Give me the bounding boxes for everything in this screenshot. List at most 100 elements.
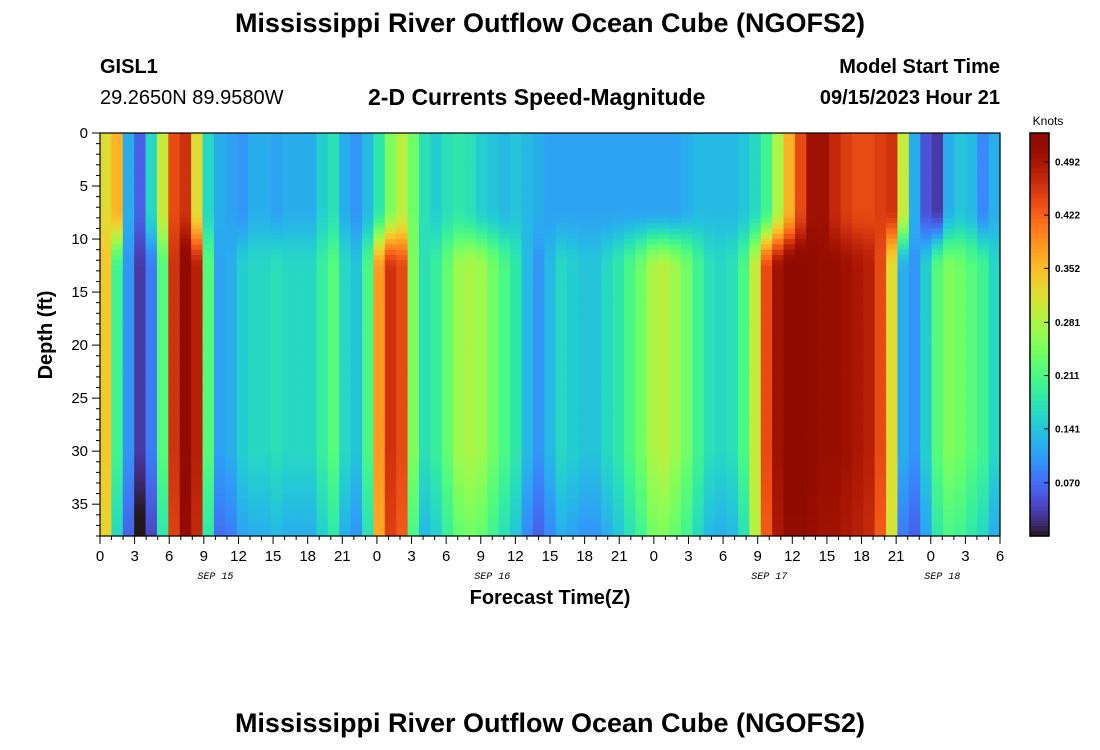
heatmap-cell — [669, 297, 682, 304]
heatmap-cell — [646, 254, 659, 261]
heatmap-cell — [316, 334, 329, 341]
heatmap-cell — [487, 133, 500, 139]
heatmap-cell — [794, 350, 807, 357]
heatmap-cell — [510, 265, 523, 272]
heatmap-cell — [658, 212, 671, 219]
heatmap-cell — [179, 408, 192, 415]
heatmap-cell — [362, 148, 375, 155]
heatmap-cell — [794, 472, 807, 479]
heatmap-cell — [624, 244, 637, 251]
heatmap-cell — [692, 196, 705, 203]
heatmap-cell — [510, 445, 523, 452]
heatmap-cell — [168, 403, 181, 410]
heatmap-cell — [373, 297, 386, 304]
heatmap-cell — [783, 424, 796, 431]
heatmap-cell — [510, 451, 523, 458]
heatmap-cell — [248, 339, 261, 346]
heatmap-cell — [498, 233, 511, 240]
heatmap-cell — [612, 355, 625, 362]
heatmap-cell — [578, 493, 591, 500]
heatmap-cell — [396, 504, 409, 511]
heatmap-cell — [646, 297, 659, 304]
heatmap-cell — [612, 334, 625, 341]
heatmap-cell — [829, 175, 842, 182]
heatmap-cell — [692, 424, 705, 431]
heatmap-cell — [202, 376, 215, 383]
heatmap-cell — [726, 196, 739, 203]
heatmap-cell — [305, 477, 318, 484]
heatmap-cell — [373, 133, 386, 139]
heatmap-cell — [475, 472, 488, 479]
heatmap-cell — [749, 350, 762, 357]
heatmap-cell — [806, 435, 819, 442]
heatmap-cell — [510, 350, 523, 357]
heatmap-cell — [396, 355, 409, 362]
heatmap-cell — [578, 217, 591, 224]
heatmap-cell — [191, 302, 204, 309]
heatmap-cell — [794, 504, 807, 511]
heatmap-cell — [578, 164, 591, 171]
heatmap-cell — [487, 170, 500, 177]
heatmap-cell — [658, 196, 671, 203]
heatmap-cell — [760, 429, 773, 436]
heatmap-cell — [658, 186, 671, 192]
heatmap-cell — [134, 498, 147, 505]
heatmap-cell — [134, 482, 147, 489]
heatmap-cell — [692, 376, 705, 383]
heatmap-cell — [567, 361, 580, 367]
heatmap-cell — [749, 276, 762, 283]
heatmap-cell — [829, 239, 842, 245]
heatmap-cell — [441, 424, 454, 431]
heatmap-cell — [418, 429, 431, 436]
heatmap-cell — [122, 302, 135, 309]
heatmap-cell — [259, 376, 272, 383]
heatmap-cell — [749, 530, 762, 537]
heatmap-cell — [259, 270, 272, 277]
heatmap-cell — [418, 201, 431, 208]
heatmap-cell — [749, 525, 762, 532]
heatmap-cell — [339, 281, 352, 288]
heatmap-cell — [475, 260, 488, 267]
heatmap-cell — [202, 175, 215, 182]
heatmap-cell — [715, 355, 728, 362]
heatmap-cell — [772, 265, 785, 272]
heatmap-cell — [532, 488, 545, 495]
heatmap-cell — [715, 164, 728, 171]
heatmap-cell — [521, 323, 534, 330]
heatmap-cell — [624, 488, 637, 495]
heatmap-cell — [817, 323, 830, 330]
heatmap-cell — [248, 361, 261, 367]
heatmap-cell — [464, 133, 477, 139]
heatmap-cell — [692, 138, 705, 145]
heatmap-cell — [430, 180, 443, 187]
heatmap-cell — [179, 514, 192, 521]
heatmap-cell — [692, 408, 705, 415]
heatmap-cell — [270, 509, 283, 516]
heatmap-cell — [179, 207, 192, 214]
heatmap-cell — [236, 504, 249, 511]
heatmap-cell — [658, 191, 671, 198]
heatmap-cell — [430, 217, 443, 224]
heatmap-cell — [248, 408, 261, 415]
heatmap-cell — [715, 366, 728, 373]
heatmap-cell — [555, 196, 568, 203]
heatmap-cell — [829, 467, 842, 473]
heatmap-cell — [362, 403, 375, 410]
heatmap-cell — [453, 254, 466, 261]
heatmap-cell — [589, 281, 602, 288]
heatmap-cell — [646, 445, 659, 452]
heatmap-cell — [806, 313, 819, 320]
heatmap-cell — [772, 292, 785, 298]
heatmap-cell — [293, 154, 306, 161]
heatmap-cell — [749, 281, 762, 288]
heatmap-cell — [669, 345, 682, 352]
heatmap-cell — [282, 345, 295, 352]
heatmap-cell — [817, 467, 830, 473]
heatmap-cell — [362, 249, 375, 256]
heatmap-cell — [259, 201, 272, 208]
heatmap-cell — [510, 270, 523, 277]
heatmap-cell — [498, 323, 511, 330]
heatmap-cell — [396, 429, 409, 436]
heatmap-cell — [111, 456, 124, 463]
heatmap-cell — [794, 270, 807, 277]
